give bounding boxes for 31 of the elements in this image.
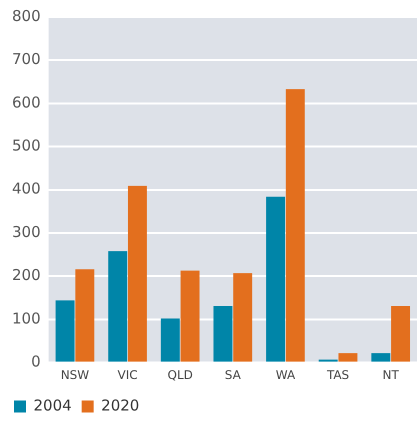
legend-label: 2020	[101, 396, 140, 414]
bar	[180, 270, 200, 362]
bar	[160, 318, 180, 362]
y-tick-label: 600	[12, 93, 41, 112]
bar	[286, 89, 305, 362]
y-tick-label: 800	[12, 6, 41, 25]
y-tick-label: 0	[31, 352, 41, 370]
bar	[266, 196, 286, 362]
bar	[371, 353, 390, 362]
x-tick-label: NT	[382, 368, 400, 382]
x-tick-label: SA	[224, 368, 242, 382]
y-tick-label: 300	[12, 222, 41, 241]
x-tick-label: WA	[276, 368, 296, 382]
bar	[213, 306, 232, 362]
x-tick-label: NSW	[60, 368, 90, 382]
bar	[391, 306, 410, 362]
bar	[56, 300, 75, 362]
x-tick-label: TAS	[326, 368, 350, 382]
y-tick-label: 200	[12, 266, 41, 284]
y-tick-label: 100	[12, 309, 41, 328]
bar	[233, 273, 252, 362]
y-tick-label: 700	[12, 50, 41, 68]
x-tick-label: QLD	[168, 368, 193, 382]
bar	[108, 251, 128, 362]
bar	[128, 186, 147, 362]
legend-label: 2004	[34, 396, 72, 414]
bar	[75, 269, 94, 362]
x-tick-label: VIC	[117, 368, 138, 382]
bar	[338, 353, 358, 362]
y-tick-label: 400	[12, 180, 41, 198]
y-tick-label: 500	[12, 136, 41, 154]
